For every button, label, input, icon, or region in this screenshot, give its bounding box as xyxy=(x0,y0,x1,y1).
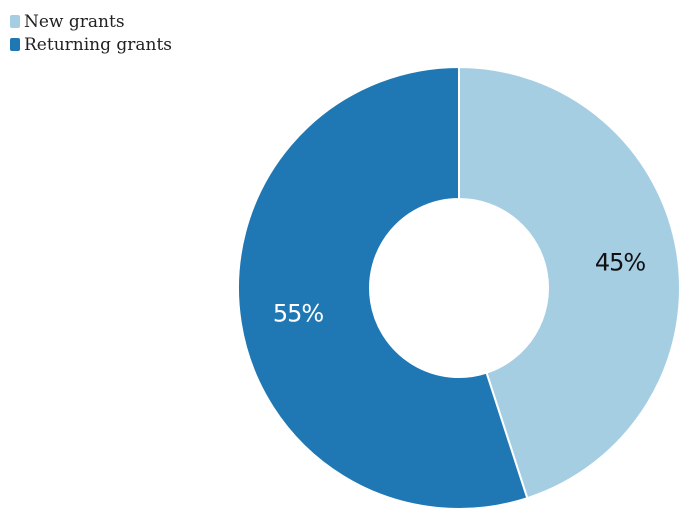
legend-item-new-grants[interactable]: New grants xyxy=(10,10,172,33)
legend-swatch-returning-grants xyxy=(10,38,20,51)
legend-label-returning-grants: Returning grants xyxy=(24,34,173,55)
legend-item-returning-grants[interactable]: Returning grants xyxy=(10,33,172,56)
data-label-returning-grants: 55% xyxy=(273,299,324,327)
legend-label-new-grants: New grants xyxy=(24,11,125,32)
legend-swatch-new-grants xyxy=(10,15,20,28)
donut-slice-returning-grants[interactable] xyxy=(237,65,529,510)
data-label-new-grants: 45% xyxy=(595,249,646,277)
chart-legend: New grants Returning grants xyxy=(10,10,172,56)
donut-slice-new-grants[interactable] xyxy=(458,65,681,500)
